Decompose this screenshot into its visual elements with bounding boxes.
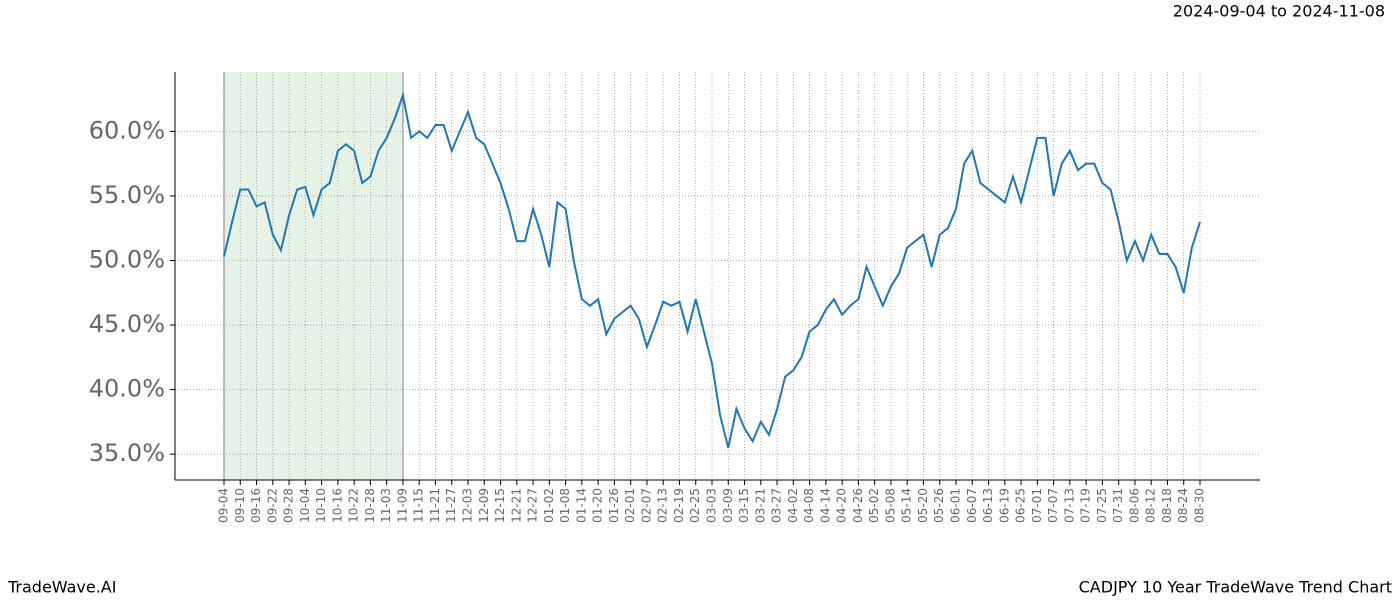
y-tick-label: 35.0% xyxy=(89,439,165,467)
x-tick-label: 05-02 xyxy=(867,488,881,523)
x-tick-label: 09-16 xyxy=(249,488,263,523)
x-tick-label: 05-14 xyxy=(900,488,914,523)
y-tick-label: 60.0% xyxy=(89,116,165,144)
x-tick-label: 10-16 xyxy=(330,488,344,523)
y-tick-label: 40.0% xyxy=(89,375,165,403)
x-tick-label: 12-03 xyxy=(461,488,475,523)
x-tick-label: 11-21 xyxy=(428,488,442,523)
x-tick-label: 01-20 xyxy=(591,488,605,523)
x-tick-label: 10-22 xyxy=(347,488,361,523)
x-tick-label: 06-19 xyxy=(997,488,1011,523)
x-tick-label: 02-19 xyxy=(672,488,686,523)
x-tick-label: 06-01 xyxy=(949,488,963,523)
x-tick-label: 10-28 xyxy=(363,488,377,523)
x-tick-label: 02-25 xyxy=(688,488,702,523)
x-tick-label: 08-24 xyxy=(1176,488,1190,523)
x-tick-label: 02-13 xyxy=(656,488,670,523)
x-tick-label: 11-03 xyxy=(379,488,393,523)
x-tick-label: 02-01 xyxy=(623,488,637,523)
x-tick-label: 05-08 xyxy=(883,488,897,523)
x-tick-label: 01-14 xyxy=(574,488,588,523)
y-tick-label: 45.0% xyxy=(89,310,165,338)
x-tick-label: 04-08 xyxy=(802,488,816,523)
x-tick-label: 03-03 xyxy=(705,488,719,523)
x-tick-label: 03-21 xyxy=(753,488,767,523)
x-tick-label: 01-26 xyxy=(607,488,621,523)
x-tick-label: 12-09 xyxy=(477,488,491,523)
x-tick-label: 08-06 xyxy=(1127,488,1141,523)
x-tick-label: 04-02 xyxy=(786,488,800,523)
x-tick-label: 11-15 xyxy=(412,488,426,523)
x-tick-label: 10-10 xyxy=(314,488,328,523)
x-tick-label: 09-22 xyxy=(265,488,279,523)
x-tick-label: 07-25 xyxy=(1095,488,1109,523)
y-tick-label: 55.0% xyxy=(89,181,165,209)
x-tick-label: 07-01 xyxy=(1030,488,1044,523)
x-tick-label: 09-28 xyxy=(282,488,296,523)
x-tick-label: 03-27 xyxy=(770,488,784,523)
trend-line xyxy=(223,91,1201,448)
x-tick-label: 02-07 xyxy=(639,488,653,523)
x-tick-label: 11-27 xyxy=(444,488,458,523)
x-tick-label: 05-26 xyxy=(932,488,946,523)
x-tick-label: 03-09 xyxy=(721,488,735,523)
footer-right: CADJPY 10 Year TradeWave Trend Chart xyxy=(1079,578,1392,597)
chart-title: 2024-09-04 to 2024-11-08 xyxy=(1173,2,1385,21)
x-tick-label: 09-04 xyxy=(217,488,231,523)
x-tick-label: 07-13 xyxy=(1062,488,1076,523)
highlight-range xyxy=(224,72,403,480)
x-tick-label: 12-27 xyxy=(526,488,540,523)
x-tick-label: 12-21 xyxy=(509,488,523,523)
x-tick-label: 08-18 xyxy=(1160,488,1174,523)
x-tick-label: 07-07 xyxy=(1046,488,1060,523)
x-tick-label: 07-19 xyxy=(1079,488,1093,523)
x-tick-label: 08-30 xyxy=(1193,488,1207,523)
x-tick-label: 10-04 xyxy=(298,488,312,523)
x-tick-label: 01-02 xyxy=(542,488,556,523)
x-tick-label: 06-07 xyxy=(965,488,979,523)
footer-left: TradeWave.AI xyxy=(7,578,116,597)
x-tick-label: 11-09 xyxy=(395,488,409,523)
x-tick-label: 06-25 xyxy=(1014,488,1028,523)
x-tick-label: 12-15 xyxy=(493,488,507,523)
x-tick-label: 05-20 xyxy=(916,488,930,523)
x-tick-label: 04-20 xyxy=(835,488,849,523)
x-tick-label: 07-31 xyxy=(1111,488,1125,523)
x-tick-label: 01-08 xyxy=(558,488,572,523)
x-tick-label: 03-15 xyxy=(737,488,751,523)
x-tick-label: 04-14 xyxy=(818,488,832,523)
x-tick-label: 04-26 xyxy=(851,488,865,523)
x-tick-label: 09-10 xyxy=(233,488,247,523)
x-tick-label: 06-13 xyxy=(981,488,995,523)
x-tick-label: 08-12 xyxy=(1144,488,1158,523)
y-tick-label: 50.0% xyxy=(89,246,165,274)
